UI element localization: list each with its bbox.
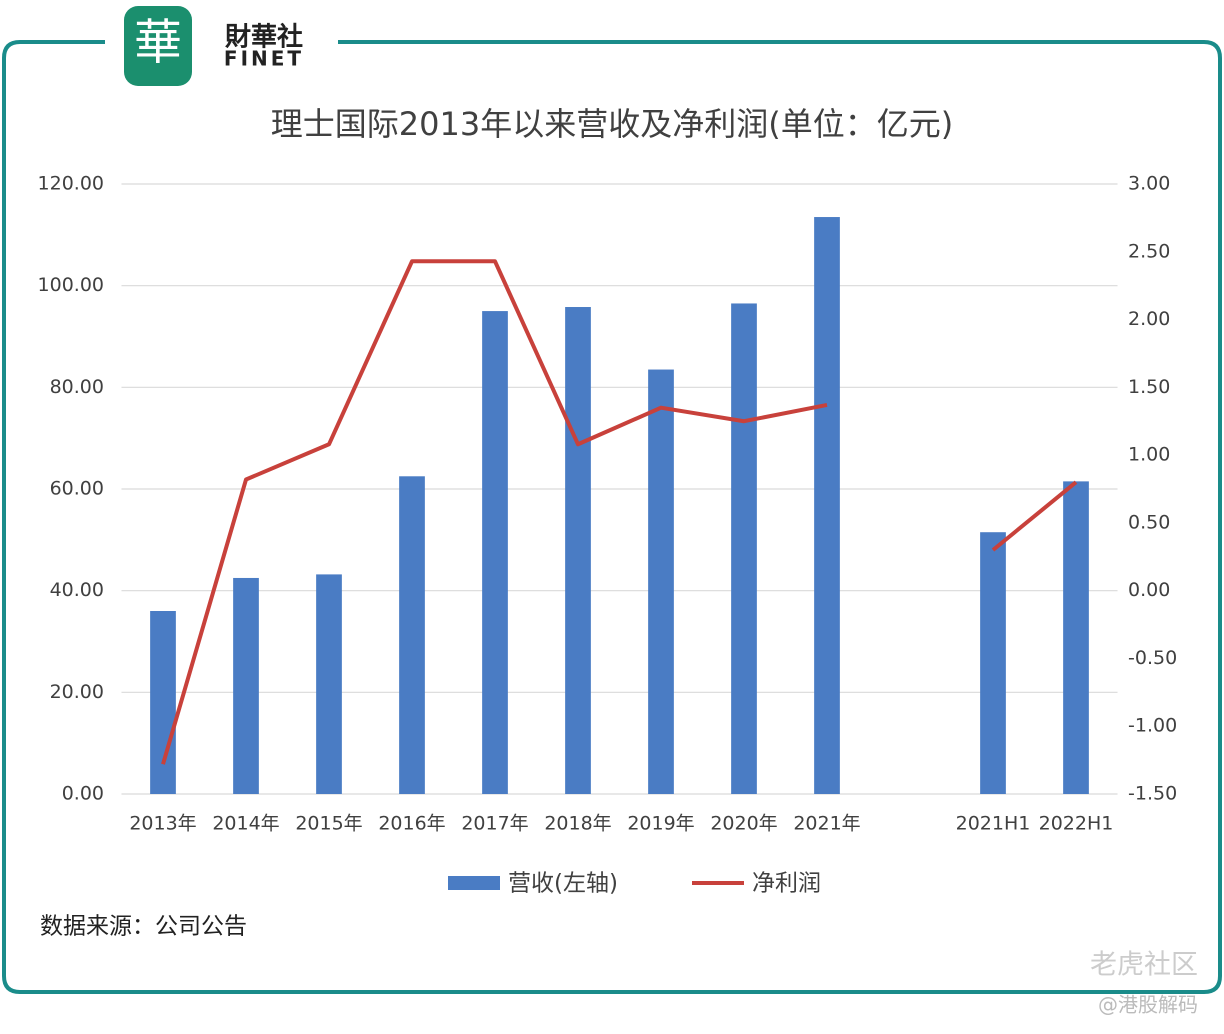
x-tick-label: 2022H1 bbox=[1039, 813, 1114, 835]
bar bbox=[731, 303, 757, 794]
logo-badge bbox=[124, 6, 192, 86]
y2-tick-label: 1.50 bbox=[1128, 376, 1170, 398]
logo-char: 華 bbox=[134, 15, 182, 71]
x-tick-label: 2020年 bbox=[710, 813, 777, 835]
bar bbox=[150, 611, 176, 794]
brand-en: FINET bbox=[224, 47, 304, 71]
x-tick-label: 2015年 bbox=[295, 813, 362, 835]
legend-label: 营收(左轴) bbox=[508, 871, 618, 897]
chart-title: 理士国际2013年以来营收及净利润(单位：亿元) bbox=[271, 105, 953, 143]
legend-label: 净利润 bbox=[752, 871, 821, 897]
x-tick-label: 2018年 bbox=[544, 813, 611, 835]
x-tick-label: 2016年 bbox=[378, 813, 445, 835]
y2-tick-label: 3.00 bbox=[1128, 173, 1170, 195]
bar bbox=[980, 532, 1006, 794]
y2-tick-label: 2.50 bbox=[1128, 240, 1170, 262]
bar bbox=[1063, 481, 1089, 794]
y-tick-label: 40.00 bbox=[50, 579, 104, 601]
bar bbox=[814, 217, 840, 794]
bar bbox=[482, 311, 508, 794]
source-note: 数据来源：公司公告 bbox=[40, 914, 247, 940]
y2-tick-label: -1.50 bbox=[1128, 783, 1177, 805]
y-tick-label: 20.00 bbox=[50, 681, 104, 703]
bar bbox=[399, 476, 425, 794]
x-tick-label: 2017年 bbox=[461, 813, 528, 835]
bar bbox=[316, 574, 342, 794]
y-tick-label: 60.00 bbox=[50, 478, 104, 500]
line bbox=[161, 259, 1078, 765]
x-tick-label: 2021年 bbox=[793, 813, 860, 835]
y-tick-label: 0.00 bbox=[62, 783, 104, 805]
frame bbox=[2, 40, 1222, 994]
y-tick-label: 100.00 bbox=[38, 274, 104, 296]
legend-swatch bbox=[448, 876, 500, 890]
y-tick-label: 80.00 bbox=[50, 376, 104, 398]
bar bbox=[233, 577, 259, 794]
y2-tick-label: 0.00 bbox=[1128, 579, 1170, 601]
y2-tick-label: -0.50 bbox=[1128, 647, 1177, 669]
author: @港股解码 bbox=[1098, 993, 1198, 1017]
y2-tick-label: -1.00 bbox=[1128, 715, 1177, 737]
bar bbox=[565, 307, 591, 794]
y2-tick-label: 2.00 bbox=[1128, 308, 1170, 330]
bar bbox=[648, 369, 674, 794]
x-tick-label: 2021H1 bbox=[956, 813, 1031, 835]
y-tick-label: 120.00 bbox=[38, 173, 104, 195]
x-tick-label: 2013年 bbox=[129, 813, 196, 835]
x-tick-label: 2014年 bbox=[212, 813, 279, 835]
watermark: 老虎社区 bbox=[1090, 950, 1198, 981]
y2-tick-label: 0.50 bbox=[1128, 511, 1170, 533]
y2-tick-label: 1.00 bbox=[1128, 444, 1170, 466]
x-tick-label: 2019年 bbox=[627, 813, 694, 835]
brand: 財華社 bbox=[225, 22, 303, 53]
